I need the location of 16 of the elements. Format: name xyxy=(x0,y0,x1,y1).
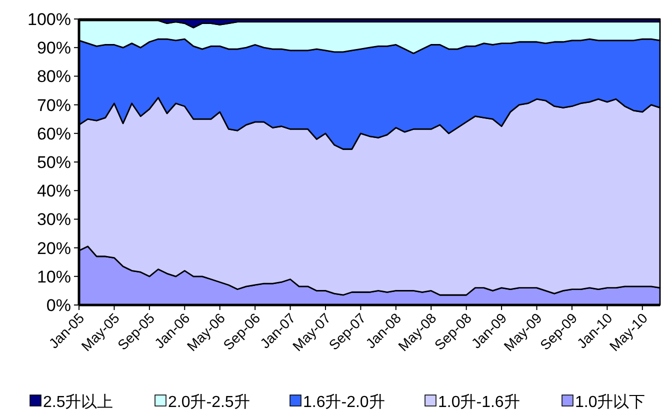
y-tick-label: 100% xyxy=(28,10,71,29)
y-tick-label: 80% xyxy=(36,67,71,86)
legend-label: 1.0升以下 xyxy=(575,393,646,411)
y-tick-label: 60% xyxy=(36,124,71,144)
y-tick-label: 10% xyxy=(36,267,71,286)
y-tick-label: 20% xyxy=(36,238,71,258)
legend-label: 2.5升以上 xyxy=(43,393,114,411)
legend-label: 1.0升-1.6升 xyxy=(438,393,520,411)
y-tick-label: 90% xyxy=(36,38,71,58)
legend-label: 2.0升-2.5升 xyxy=(168,393,250,411)
y-tick-label: 50% xyxy=(36,153,71,172)
legend-label: 1.6升-2.0升 xyxy=(303,393,385,411)
y-tick-label: 0% xyxy=(46,296,71,315)
y-tick-label: 70% xyxy=(36,96,71,115)
y-tick-label: 40% xyxy=(36,182,71,201)
y-tick-label: 30% xyxy=(36,210,71,230)
